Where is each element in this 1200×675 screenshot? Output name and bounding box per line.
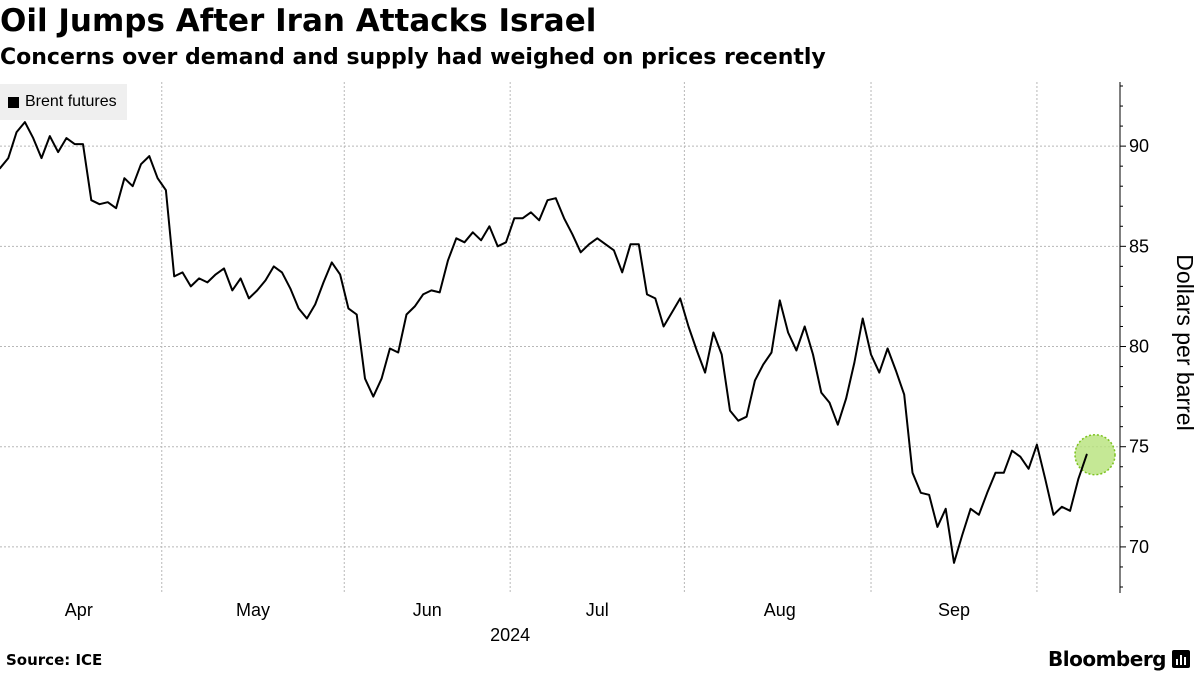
grid-lines [0, 82, 1120, 593]
source-note: Source: ICE [6, 651, 103, 669]
brand-name: Bloomberg [1048, 647, 1166, 671]
x-tick-label: Apr [65, 600, 93, 620]
legend-swatch [8, 96, 19, 108]
y-tick-label: 90 [1129, 136, 1149, 156]
y-axis: 70 75 80 85 90 [1119, 82, 1149, 593]
y-tick-label: 75 [1129, 437, 1149, 457]
x-tick-label: Jul [586, 600, 609, 620]
x-tick-label: Jun [413, 600, 442, 620]
latest-value-highlight [1074, 433, 1116, 476]
y-tick-label: 70 [1129, 537, 1149, 557]
x-tick-label: Sep [938, 600, 970, 620]
legend: Brent futures [0, 84, 127, 120]
series-layer [0, 121, 1116, 564]
x-axis: Apr May Jun Jul Aug Sep 2024 [65, 600, 970, 645]
series-line-brent [0, 121, 1088, 564]
y-axis-title: Dollars per barrel [1172, 254, 1198, 430]
y-tick-label: 80 [1129, 337, 1149, 357]
legend-label: Brent futures [25, 93, 117, 110]
chart-subtitle: Concerns over demand and supply had weig… [0, 45, 826, 70]
x-axis-title: 2024 [490, 625, 530, 645]
bloomberg-terminal-icon [1172, 650, 1190, 668]
y-tick-label: 85 [1129, 236, 1149, 256]
x-tick-label: Aug [764, 600, 796, 620]
x-tick-label: May [236, 600, 270, 620]
chart-title: Oil Jumps After Iran Attacks Israel [0, 3, 597, 39]
bloomberg-logo: Bloomberg [1048, 647, 1190, 671]
